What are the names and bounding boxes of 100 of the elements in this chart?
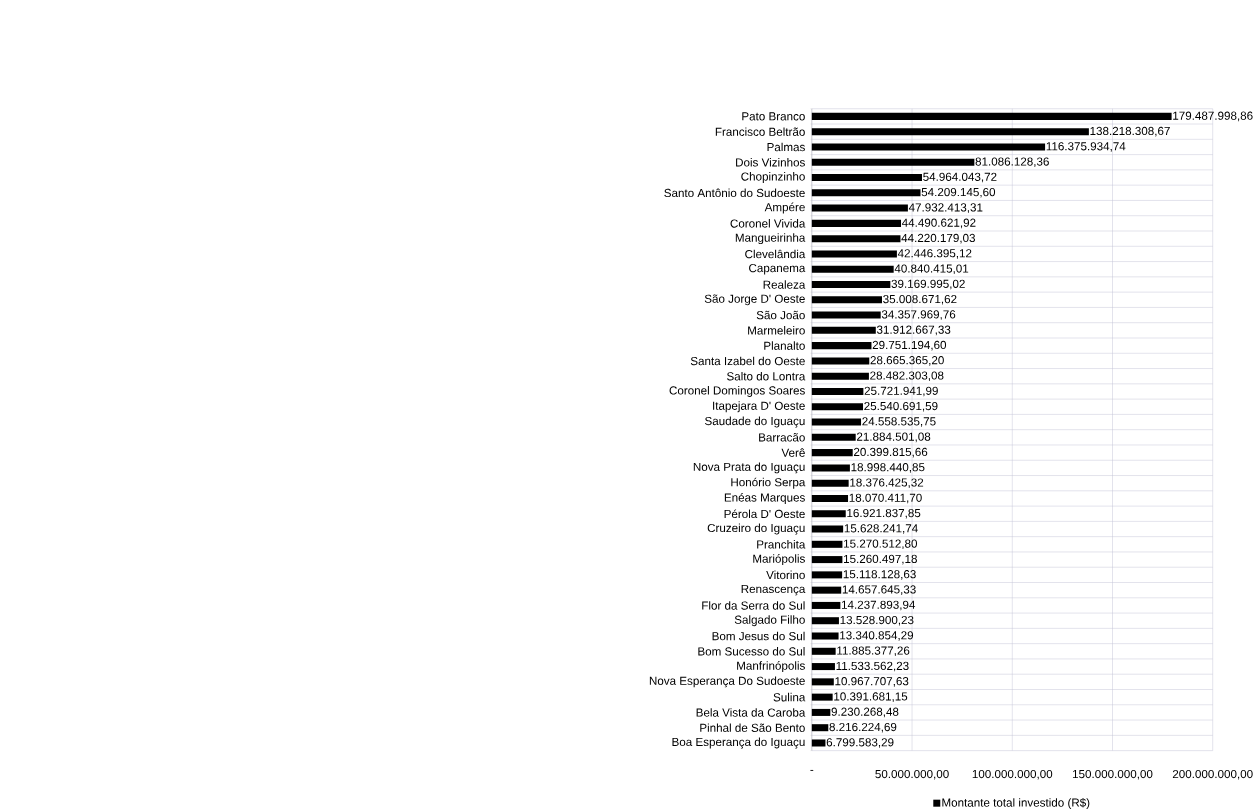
- bar: [811, 357, 870, 365]
- y-tick-label: Flor da Serra do Sul: [702, 601, 805, 610]
- bar: [811, 326, 876, 335]
- data-label: 40.840.415,01: [894, 264, 969, 275]
- bar: [811, 495, 849, 503]
- data-label: 39.169.995,02: [891, 279, 965, 290]
- data-label: 11.533.562,23: [836, 661, 909, 672]
- y-tick-label: Pranchita: [757, 540, 806, 549]
- bar: [811, 709, 831, 717]
- data-label: 16.921.837,85: [847, 509, 921, 519]
- y-tick-label: Ampére: [764, 202, 805, 214]
- data-label: 138.218.308,67: [1090, 127, 1170, 137]
- y-tick-label: Capanema: [749, 264, 806, 275]
- bar: [811, 678, 834, 686]
- bar: [811, 296, 882, 304]
- y-tick-label: Marmeleiro: [748, 326, 805, 335]
- bar: [811, 220, 901, 228]
- y-tick-label: Saudade do Iguaçu: [705, 416, 805, 428]
- y-tick-label: Coronel Domingos Soares: [669, 386, 805, 398]
- data-label: 44.490.621,92: [901, 218, 976, 229]
- y-tick-label: Palmas: [767, 142, 805, 152]
- x-tick-label: 150.000.000,00: [1072, 770, 1153, 780]
- y-tick-label: Clevelândia: [745, 249, 806, 259]
- data-label: 10.391.681,15: [834, 692, 908, 703]
- data-label: 34.357.969,76: [881, 310, 956, 321]
- bar: [811, 235, 901, 243]
- bar: [811, 204, 908, 212]
- x-tick-label: 100.000.000,00: [972, 770, 1053, 780]
- bar: [811, 632, 839, 640]
- data-label: 179.487.998,86: [1173, 111, 1253, 122]
- y-tick-label: São João: [756, 310, 805, 320]
- data-label: 18.376.425,32: [850, 478, 924, 489]
- bar: [811, 525, 844, 533]
- y-tick-label: Salgado Filho: [734, 615, 805, 627]
- bar: [811, 617, 839, 625]
- legend-label: Montante total investido (R$): [942, 798, 1090, 810]
- bar: [811, 571, 843, 579]
- y-tick-label: Francisco Beltrão: [715, 127, 805, 137]
- bar: [811, 693, 833, 701]
- bar: [811, 663, 835, 671]
- y-tick-label: Mariópolis: [753, 554, 805, 566]
- bar: [811, 113, 1172, 121]
- bar: [811, 143, 1046, 151]
- data-label: 6.799.583,29: [826, 738, 894, 748]
- y-tick-label: Mangueirinha: [735, 233, 806, 245]
- bar: [811, 372, 869, 380]
- bar: [811, 602, 841, 610]
- data-label: 42.446.395,12: [897, 249, 972, 259]
- data-label: 28.482.303,08: [870, 371, 944, 382]
- y-tick-label: São Jorge D' Oeste: [704, 294, 805, 306]
- bar: [811, 128, 1089, 136]
- x-tick-label: 50.000.000,00: [875, 770, 949, 780]
- data-label: 14.237.893,94: [841, 600, 916, 611]
- bar: [811, 556, 843, 564]
- y-tick-label: Vitorino: [766, 570, 805, 580]
- bar: [811, 403, 864, 411]
- y-tick-label: Bom Jesus do Sul: [712, 631, 805, 641]
- bar: [811, 739, 826, 747]
- data-label: 13.340.854,29: [840, 631, 914, 641]
- bar: [811, 510, 846, 518]
- data-label: 10.967.707,63: [835, 677, 909, 687]
- data-label: 9.230.268,48: [831, 707, 899, 718]
- bar: [811, 281, 891, 289]
- bar: [811, 464, 850, 472]
- y-tick-label: Pérola D' Oeste: [724, 509, 805, 519]
- bar: [811, 174, 922, 182]
- data-label: 44.220.179,03: [901, 234, 975, 244]
- data-label: 20.399.815,66: [854, 447, 928, 458]
- data-label: 18.070.411,70: [849, 493, 922, 504]
- y-tick-label: Pinhal de São Bento: [700, 723, 805, 733]
- bar: [811, 265, 894, 273]
- y-tick-label: Nova Esperança Do Sudoeste: [649, 676, 805, 688]
- data-label: 28.665.365,20: [870, 356, 944, 366]
- data-label: 81.086.128,36: [975, 157, 1049, 168]
- y-tick-label: Verê: [781, 448, 805, 458]
- data-label: 15.118.128,63: [843, 570, 916, 580]
- y-tick-label: Enéas Marques: [724, 493, 805, 505]
- bar: [811, 388, 864, 396]
- y-tick-label: Manfrinópolis: [737, 661, 805, 673]
- bar: [811, 418, 862, 426]
- data-label: 25.540.691,59: [864, 402, 938, 412]
- y-tick-label: Bela Vista da Caroba: [696, 708, 806, 717]
- y-tick-label: Dois Vizinhos: [736, 158, 805, 167]
- bar: [811, 433, 856, 441]
- data-label: 24.558.535,75: [862, 417, 936, 427]
- data-label: 18.998.440,85: [851, 463, 925, 473]
- data-label: 29.751.194,60: [872, 340, 947, 351]
- y-tick-label: Renascença: [741, 585, 806, 596]
- bar: [811, 158, 975, 166]
- data-label: 116.375.934,74: [1046, 142, 1126, 152]
- y-tick-label: Santo Antônio do Sudoeste: [664, 188, 805, 198]
- data-label: 14.657.645,33: [842, 585, 916, 596]
- y-tick-label: Honório Serpa: [731, 477, 806, 489]
- bar: [811, 586, 842, 594]
- y-tick-label: Sulina: [773, 693, 806, 702]
- bar: [811, 647, 836, 655]
- y-tick-label: Santa Izabel do Oeste: [690, 356, 805, 366]
- bar: [811, 189, 921, 197]
- y-tick-label: Bom Sucesso do Sul: [698, 647, 805, 656]
- data-label: 15.260.497,18: [844, 554, 917, 565]
